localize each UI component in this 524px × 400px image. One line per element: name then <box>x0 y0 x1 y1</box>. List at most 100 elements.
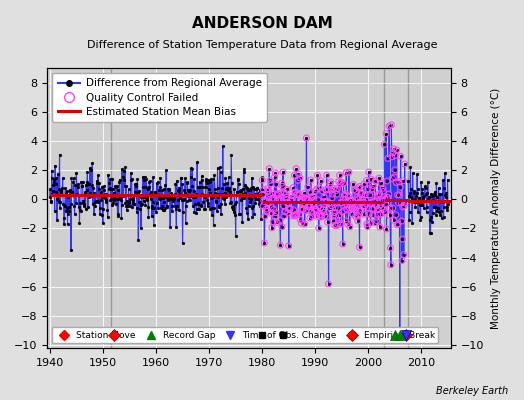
Point <box>287 197 295 203</box>
Point <box>347 205 356 211</box>
Point <box>363 221 371 227</box>
Point <box>337 199 345 206</box>
Point <box>367 176 375 182</box>
Point <box>286 206 294 212</box>
Point <box>330 210 339 216</box>
Point <box>352 203 361 210</box>
Point <box>316 214 324 220</box>
Point <box>383 178 391 184</box>
Point <box>332 222 341 229</box>
Point <box>331 204 340 211</box>
Point <box>392 147 401 153</box>
Point <box>279 169 287 175</box>
Point <box>317 214 325 220</box>
Point <box>358 196 366 203</box>
Point <box>272 192 281 198</box>
Point <box>285 243 293 249</box>
Point <box>394 192 402 198</box>
Point <box>357 199 365 206</box>
Point <box>398 236 407 242</box>
Point <box>374 192 383 198</box>
Point <box>336 181 344 187</box>
Point <box>360 211 368 217</box>
Point <box>401 200 409 206</box>
Point <box>327 187 335 194</box>
Point <box>289 207 298 213</box>
Point <box>383 194 391 200</box>
Point <box>309 193 318 200</box>
Point <box>400 252 408 258</box>
Point <box>393 222 401 228</box>
Point <box>314 197 322 203</box>
Point <box>361 191 369 198</box>
Point <box>275 191 283 198</box>
Point <box>339 196 347 202</box>
Point <box>363 223 372 230</box>
Point <box>304 203 312 209</box>
Point <box>271 213 279 220</box>
Point <box>260 240 269 246</box>
Point <box>323 172 331 178</box>
Point <box>319 207 328 213</box>
Point <box>280 189 289 196</box>
Point <box>279 202 288 209</box>
Point <box>290 212 298 218</box>
Point <box>263 208 271 215</box>
Point <box>318 212 326 218</box>
Point <box>312 206 320 213</box>
Point <box>313 172 322 178</box>
Point <box>397 153 405 160</box>
Point <box>326 205 334 212</box>
Text: Difference of Station Temperature Data from Regional Average: Difference of Station Temperature Data f… <box>87 40 437 50</box>
Point <box>277 190 285 196</box>
Point <box>369 198 378 204</box>
Point <box>362 197 370 203</box>
Point <box>341 193 349 200</box>
Point <box>390 217 398 224</box>
Point <box>278 224 286 230</box>
Point <box>264 188 272 194</box>
Point <box>380 141 388 148</box>
Point <box>354 196 363 202</box>
Point <box>349 181 357 188</box>
Point <box>350 205 358 212</box>
Point <box>283 200 291 206</box>
Point <box>260 198 268 204</box>
Point <box>336 221 345 227</box>
Point <box>348 211 357 217</box>
Point <box>343 201 351 208</box>
Point <box>382 130 390 137</box>
Point <box>302 135 311 141</box>
Point <box>374 206 383 213</box>
Point <box>296 175 304 181</box>
Point <box>332 213 340 219</box>
Point <box>268 190 277 196</box>
Point <box>346 197 354 203</box>
Point <box>278 183 287 190</box>
Point <box>371 219 379 226</box>
Point <box>369 182 377 189</box>
Point <box>385 212 394 219</box>
Point <box>275 196 283 202</box>
Point <box>332 187 340 194</box>
Point <box>387 262 395 268</box>
Point <box>322 199 330 205</box>
Point <box>319 206 327 212</box>
Point <box>267 204 276 210</box>
Point <box>268 224 276 231</box>
Point <box>273 219 281 226</box>
Point <box>397 218 406 224</box>
Point <box>280 213 288 219</box>
Point <box>302 208 310 214</box>
Point <box>375 175 383 182</box>
Point <box>340 180 348 186</box>
Point <box>378 197 386 203</box>
Point <box>357 191 366 198</box>
Point <box>366 192 374 198</box>
Point <box>362 201 370 207</box>
Point <box>303 184 312 190</box>
Point <box>345 169 353 176</box>
Point <box>300 190 309 196</box>
Point <box>383 226 391 232</box>
Point <box>330 185 338 192</box>
